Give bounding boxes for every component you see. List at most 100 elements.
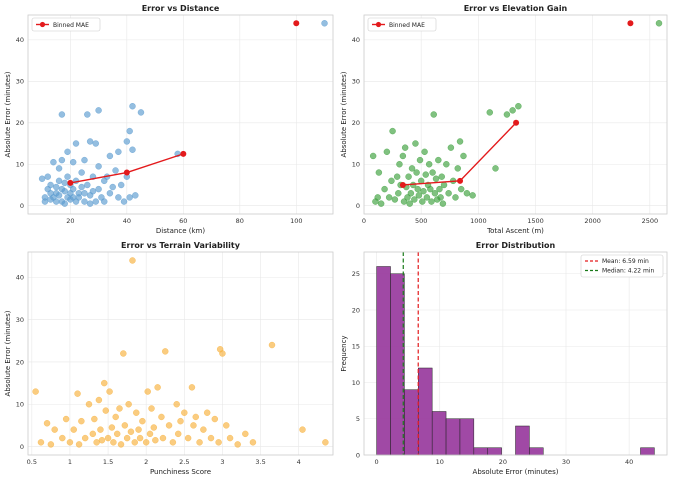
data-point [385,194,393,201]
data-point [148,405,155,412]
histogram-bar [376,266,391,456]
data-point [321,20,328,27]
data-point [127,428,135,435]
data-point [133,409,140,416]
data-point [188,384,196,391]
data-point [388,177,395,185]
data-point [177,417,184,425]
data-point [92,198,99,205]
data-point [62,415,70,423]
data-point [404,194,411,201]
x-tick-label: 1500 [527,217,544,225]
error-vs-distance-chart: Error vs Distance Distance (km) Absolute… [4,4,334,235]
data-point [211,415,219,423]
data-point [226,434,234,442]
grid [28,252,333,455]
data-point [158,413,165,421]
data-point [175,430,182,438]
data-point [131,439,138,446]
y-tick-label: 15 [352,343,360,351]
data-point [420,187,427,195]
data-point [114,430,121,438]
data-point [169,439,177,446]
data-point [126,127,133,135]
data-point [44,173,51,180]
x-tick-label: 1 [68,458,72,466]
data-point [412,140,419,147]
data-point [139,417,146,425]
data-point [400,198,408,205]
y-tick-label: 0 [356,451,360,459]
data-point [509,107,516,114]
plot-frame [27,14,334,215]
data-point [115,148,122,156]
data-point [53,183,60,191]
data-point [408,165,416,172]
x-tick-label: 3.5 [255,458,265,466]
data-point [136,434,144,442]
data-point [106,152,114,160]
y-tick-label: 20 [352,306,360,314]
y-tick-label: 25 [352,270,360,278]
data-point [81,198,88,205]
data-point [132,192,139,199]
data-point [460,152,467,160]
data-point [469,192,476,199]
data-point [55,192,63,199]
data-point [173,401,180,408]
plot-frame [363,251,668,456]
data-point [74,390,81,397]
data-point [423,194,431,201]
y-tick-label: 20 [352,119,360,127]
chart-title: Error vs Elevation Gain [464,4,568,13]
data-point [93,439,100,446]
data-point [463,190,471,197]
data-point [98,436,106,444]
chart-title: Error vs Distance [142,4,220,13]
x-tick-label: 2.5 [179,458,189,466]
data-point [503,111,511,118]
data-point [457,185,465,193]
data-point [69,158,77,166]
data-point [95,107,102,114]
data-point [165,422,173,429]
data-point [55,165,63,172]
error-vs-terrain-chart: Error vs Terrain Variability Punchiness … [4,241,334,476]
binned-mae-marker [399,181,406,188]
x-axis-label: Total Ascent (m) [486,227,544,235]
data-point [70,426,77,433]
data-point [92,140,99,147]
y-axis-label: Absolute Error (minutes) [4,71,12,157]
histogram-bar [487,447,502,456]
data-point [95,396,103,404]
data-point [515,103,522,110]
data-point [393,173,401,180]
data-point [456,138,464,145]
data-point [374,194,381,201]
data-point [425,161,433,168]
data-point [120,350,127,357]
y-tick-label: 10 [16,401,24,409]
y-tick-label: 20 [16,358,24,366]
data-point [69,185,77,193]
data-point [121,422,129,429]
data-point [59,434,66,442]
x-tick-label: 60 [179,217,187,225]
data-point [95,163,102,170]
data-point [97,426,104,433]
y-tick-label: 40 [352,36,360,44]
data-point [416,156,424,164]
x-tick-label: 2500 [642,217,659,225]
data-point [112,413,119,421]
data-point [61,179,68,187]
data-point [422,171,429,178]
y-tick-label: 10 [352,161,360,169]
x-tick-label: 500 [415,217,427,225]
binned-mae-marker [123,169,130,176]
plot-frame [27,251,334,456]
y-tick-label: 0 [356,202,360,210]
data-point [249,439,257,446]
data-point [47,181,54,189]
data-point [432,175,440,182]
data-point [78,183,85,191]
